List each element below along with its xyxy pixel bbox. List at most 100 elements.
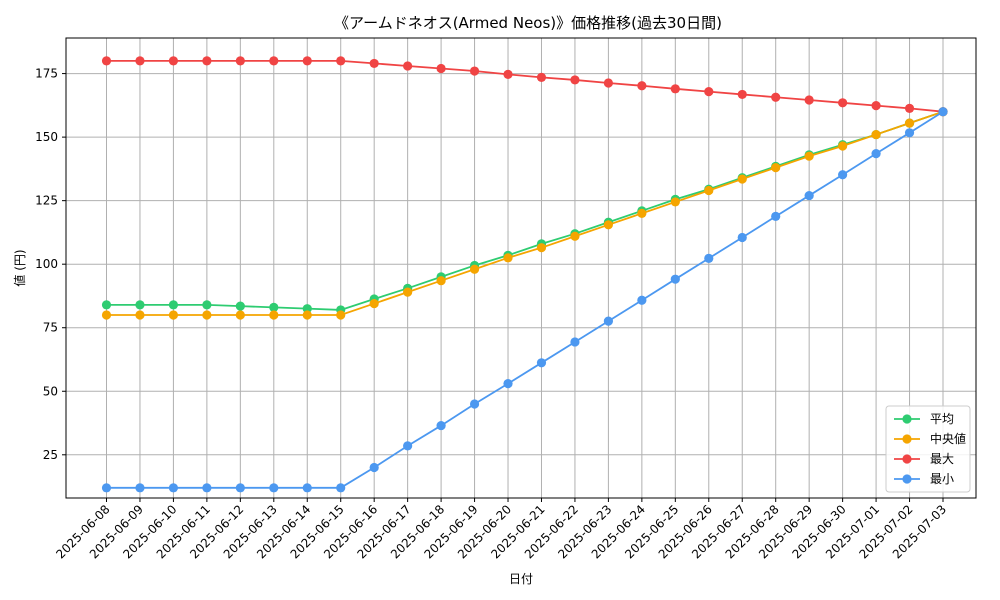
- y-tick-label: 75: [43, 321, 58, 335]
- data-point: [235, 56, 245, 66]
- data-point: [436, 420, 446, 431]
- data-point: [603, 220, 614, 230]
- legend-label: 平均: [930, 412, 954, 426]
- legend-label: 中央値: [930, 431, 966, 446]
- series-line: [106, 59, 944, 113]
- data-point: [235, 310, 245, 320]
- data-point: [503, 69, 513, 79]
- data-point: [771, 163, 781, 173]
- data-point: [603, 78, 614, 88]
- legend-label: 最小: [930, 472, 954, 486]
- x-axis-label: 日付: [509, 572, 533, 586]
- data-point: [536, 358, 547, 368]
- data-point: [302, 310, 312, 320]
- data-point: [804, 95, 814, 105]
- data-point: [269, 56, 279, 66]
- data-point: [838, 98, 848, 108]
- y-tick-label: 125: [35, 194, 58, 208]
- data-point: [369, 462, 379, 473]
- data-point: [202, 483, 212, 493]
- data-point: [168, 483, 179, 493]
- y-axis-label: 値 (円): [12, 249, 27, 286]
- series-2: [101, 56, 948, 117]
- grid: [66, 38, 976, 498]
- y-axis: 25 50 75 100 125 150 175: [35, 67, 66, 462]
- data-point: [202, 56, 212, 66]
- data-point: [637, 295, 647, 305]
- y-tick-label: 150: [35, 130, 58, 144]
- data-point: [704, 185, 714, 196]
- data-point: [871, 129, 881, 140]
- data-point: [938, 107, 948, 117]
- data-point: [637, 81, 647, 91]
- data-point: [871, 101, 881, 111]
- series-0: [101, 107, 948, 315]
- data-point: [603, 316, 614, 326]
- data-point: [771, 92, 781, 102]
- legend-box: [885, 405, 971, 493]
- data-point: [503, 253, 513, 263]
- data-point: [737, 232, 747, 243]
- data-point: [101, 300, 112, 310]
- data-point: [369, 298, 379, 309]
- data-point: [838, 170, 848, 180]
- legend-swatch-marker: [902, 474, 912, 484]
- data-point: [302, 56, 312, 66]
- data-point: [804, 190, 814, 201]
- data-point: [838, 141, 848, 151]
- data-point: [101, 56, 112, 66]
- data-point: [704, 87, 714, 97]
- data-point: [101, 310, 112, 320]
- data-point: [536, 72, 547, 82]
- data-point: [235, 301, 245, 311]
- data-point: [469, 66, 480, 76]
- data-point: [904, 103, 915, 113]
- legend-label: 最大: [930, 452, 954, 466]
- legend-swatch-marker: [902, 454, 912, 464]
- chart-title: 《アームドネオス(Armed Neos)》価格推移(過去30日間): [334, 14, 722, 32]
- data-point: [235, 483, 245, 493]
- data-point: [737, 89, 747, 100]
- data-point: [570, 75, 580, 85]
- data-point: [168, 310, 179, 320]
- series-group: [101, 56, 948, 493]
- data-point: [704, 253, 714, 263]
- data-point: [168, 300, 179, 310]
- data-point: [403, 441, 413, 451]
- data-point: [436, 276, 446, 286]
- data-point: [302, 304, 312, 314]
- data-point: [135, 310, 145, 320]
- data-point: [737, 174, 747, 184]
- x-axis: 2025-06-082025-06-092025-06-102025-06-11…: [53, 498, 949, 561]
- data-point: [269, 483, 279, 493]
- data-point: [469, 399, 480, 409]
- data-point: [135, 56, 145, 66]
- data-point: [135, 300, 145, 310]
- data-point: [469, 264, 480, 274]
- series-line: [106, 110, 944, 489]
- y-tick-label: 100: [35, 257, 58, 271]
- plot-frame: [65, 37, 977, 499]
- data-point: [269, 302, 279, 312]
- data-point: [436, 63, 446, 74]
- data-point: [904, 118, 915, 128]
- data-point: [403, 61, 413, 71]
- data-point: [536, 243, 547, 253]
- legend-swatch-marker: [902, 434, 912, 444]
- y-tick-label: 50: [43, 384, 58, 398]
- data-point: [202, 310, 212, 320]
- data-point: [269, 310, 279, 320]
- data-point: [570, 337, 580, 347]
- data-point: [202, 300, 212, 310]
- series-1: [101, 107, 948, 320]
- data-point: [904, 128, 915, 138]
- data-point: [670, 84, 680, 94]
- data-point: [570, 231, 580, 241]
- data-point: [336, 483, 346, 493]
- data-point: [302, 483, 312, 493]
- data-point: [336, 310, 346, 320]
- data-point: [168, 56, 179, 66]
- data-point: [871, 149, 881, 159]
